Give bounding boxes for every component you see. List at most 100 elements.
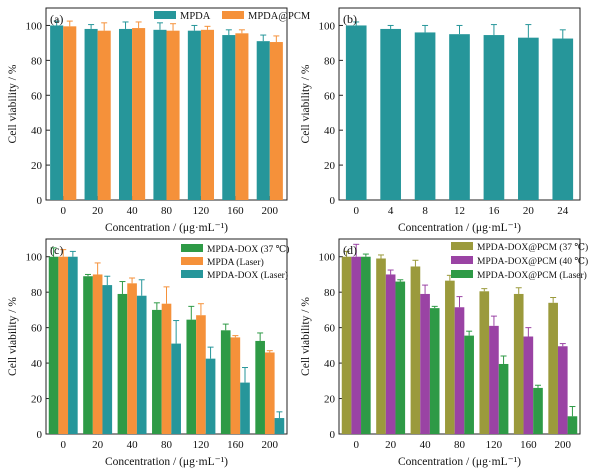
bar <box>464 335 474 434</box>
x-tick-label: 80 <box>161 439 173 451</box>
bar <box>445 280 455 434</box>
x-tick-label: 4 <box>388 205 394 217</box>
bar <box>395 281 406 434</box>
y-axis-label: Cell viability / % <box>7 64 19 143</box>
bar <box>63 26 77 201</box>
legend-swatch <box>181 270 203 278</box>
x-tick-label: 24 <box>557 205 569 217</box>
x-tick-label: 200 <box>555 439 572 451</box>
bar <box>171 343 181 434</box>
y-tick-label: 0 <box>330 195 336 207</box>
x-tick-label: 20 <box>385 439 397 451</box>
bar <box>376 258 386 434</box>
x-axis-label: Concentration / (μg·mL⁻¹) <box>105 456 228 468</box>
bar <box>166 30 180 201</box>
bar <box>102 285 113 434</box>
x-tick-label: 40 <box>127 205 139 217</box>
bar <box>48 256 59 434</box>
panel-label: (d) <box>343 243 357 257</box>
bar <box>420 293 430 434</box>
x-tick-label: 16 <box>488 205 500 217</box>
legend-swatch <box>181 257 203 265</box>
y-tick-label: 20 <box>324 160 336 172</box>
chart-panel-b: 0 20 40 60 80 100 0 4 8 12 16 20 24 Concentration / (… <box>300 7 581 234</box>
y-tick-label: 60 <box>324 323 336 335</box>
legend-label: MPDA@PCM <box>248 11 311 22</box>
bar <box>50 25 64 201</box>
bar <box>117 293 128 434</box>
bar <box>341 256 352 434</box>
x-tick-label: 120 <box>193 205 210 217</box>
bar <box>361 256 371 434</box>
y-tick-label: 0 <box>37 429 43 441</box>
bar <box>274 418 285 434</box>
y-tick-label: 60 <box>324 90 336 102</box>
bar <box>97 30 111 201</box>
x-tick-label: 0 <box>60 439 66 451</box>
bar <box>345 25 367 201</box>
y-tick-label: 20 <box>324 394 336 406</box>
bar <box>230 337 241 434</box>
legend-swatch <box>222 11 244 19</box>
bar <box>552 38 574 200</box>
x-axis-label: Concentration / (μg·mL⁻¹) <box>398 456 521 468</box>
bar <box>187 30 201 201</box>
bar <box>523 336 534 434</box>
y-axis-label: Cell viability / % <box>300 297 312 376</box>
legend-swatch <box>451 242 473 250</box>
bar <box>483 35 505 200</box>
y-tick-label: 100 <box>319 252 336 264</box>
x-tick-label: 8 <box>422 205 428 217</box>
bar <box>196 315 206 434</box>
x-tick-label: 0 <box>60 205 66 217</box>
x-tick-label: 0 <box>353 205 359 217</box>
bar <box>118 28 133 201</box>
x-tick-label: 160 <box>227 205 244 217</box>
y-tick-label: 100 <box>26 20 43 32</box>
legend-label: MPDA-DOX (37 ℃) <box>207 244 289 255</box>
bar <box>518 37 539 200</box>
x-tick-label: 0 <box>353 439 359 451</box>
x-tick-label: 20 <box>92 205 104 217</box>
legend-swatch <box>451 270 473 278</box>
y-tick-label: 0 <box>330 429 336 441</box>
y-tick-label: 80 <box>31 55 43 67</box>
x-tick-label: 40 <box>127 439 139 451</box>
bar <box>414 32 436 200</box>
bar <box>220 330 231 434</box>
x-tick-label: 20 <box>92 439 104 451</box>
bar <box>84 28 98 201</box>
x-tick-label: 200 <box>262 205 279 217</box>
bar <box>264 352 275 434</box>
bar <box>127 283 137 434</box>
bar <box>533 387 543 434</box>
bar <box>548 302 558 434</box>
y-tick-label: 80 <box>31 287 43 299</box>
bar <box>83 276 93 434</box>
bar <box>269 42 283 200</box>
legend-swatch <box>181 244 203 252</box>
panel-label: (b) <box>343 12 357 26</box>
bar <box>489 325 499 434</box>
chart-panel-c: 0 20 40 60 80 100 0 20 40 80 120 160 200 Concentratio… <box>7 238 289 468</box>
legend-label: MPDA (Laser) <box>207 257 264 268</box>
bar <box>161 303 172 434</box>
legend-swatch <box>154 11 176 19</box>
y-tick-label: 40 <box>324 125 336 137</box>
y-tick-label: 40 <box>324 358 336 370</box>
bar <box>449 34 470 200</box>
y-axis-label: Cell viability / % <box>7 297 19 376</box>
x-tick-label: 40 <box>420 439 432 451</box>
bar <box>567 416 578 434</box>
x-tick-label: 160 <box>520 439 537 451</box>
bar <box>454 307 465 434</box>
legend-label: MPDA-DOX@PCM (40 ℃) <box>477 256 588 267</box>
legend-label: MPDA-DOX@PCM (37 ℃) <box>477 242 588 253</box>
bar <box>200 29 215 201</box>
y-tick-label: 40 <box>31 125 43 137</box>
y-tick-label: 60 <box>31 323 43 335</box>
bar <box>205 358 216 434</box>
bar <box>153 29 167 201</box>
x-tick-label: 160 <box>227 439 244 451</box>
